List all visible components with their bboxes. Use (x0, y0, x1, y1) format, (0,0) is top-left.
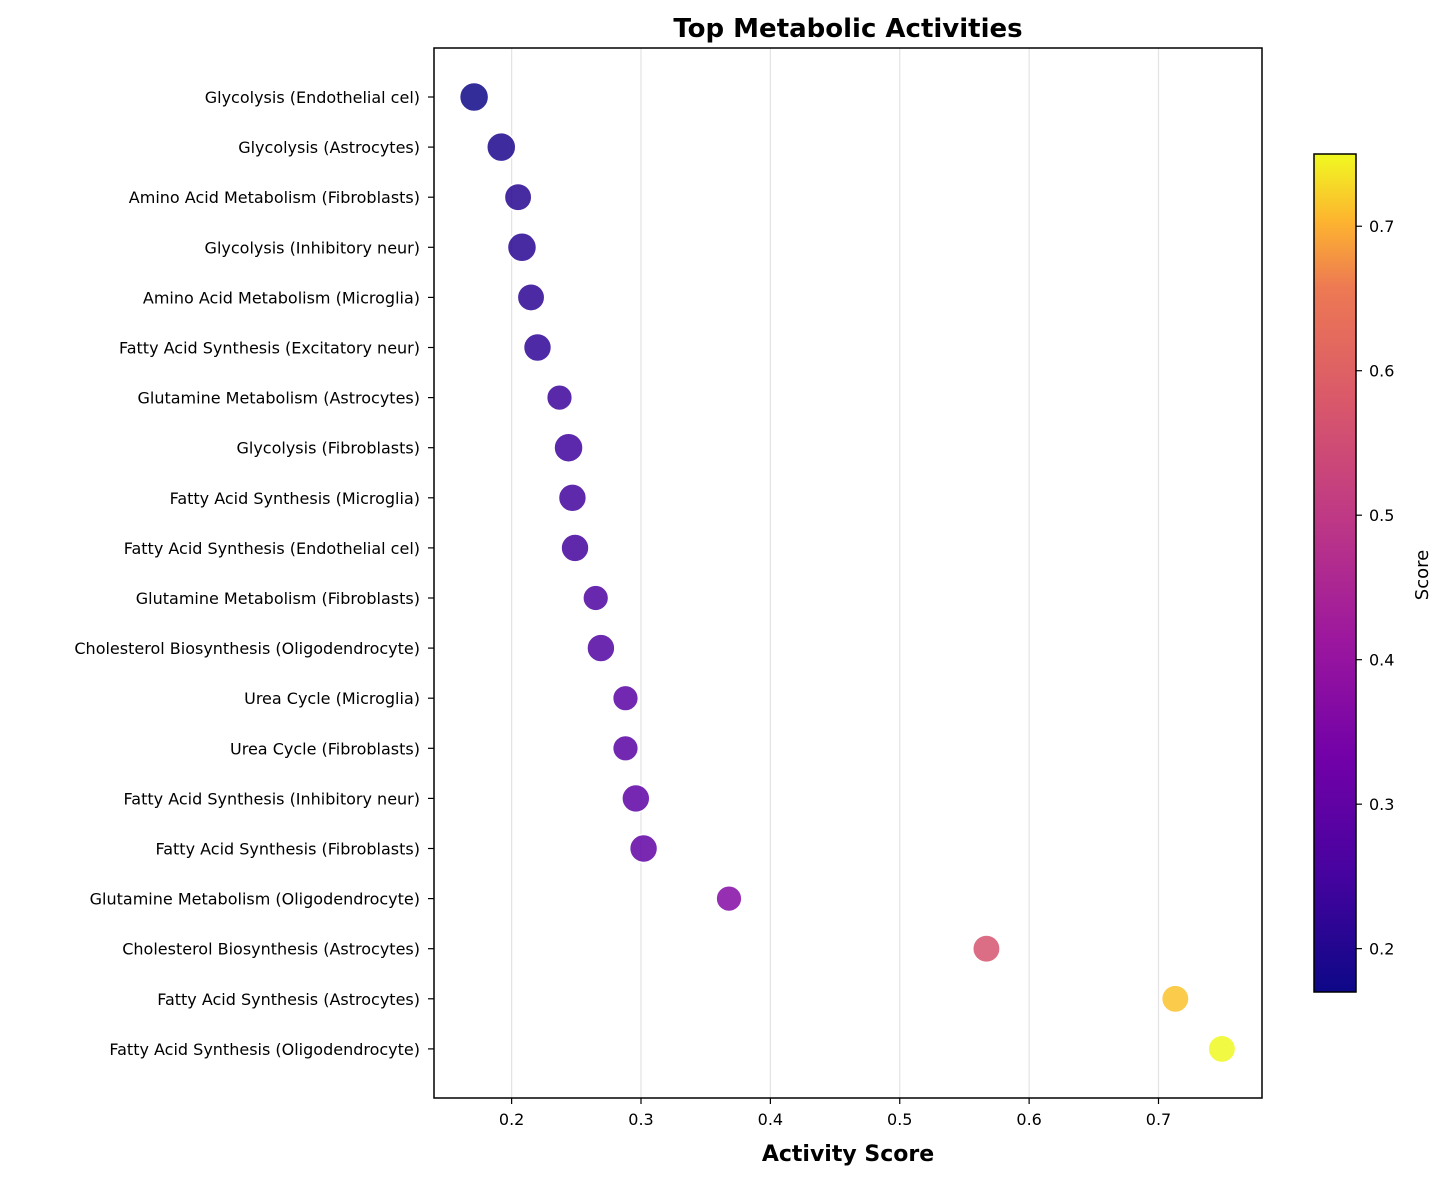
colorbar-label: Score (1412, 550, 1433, 600)
colorbar-tick-label: 0.4 (1369, 651, 1394, 670)
data-points (458, 81, 1237, 1064)
data-point (560, 533, 590, 563)
y-category-label: Glycolysis (Astrocytes) (238, 138, 420, 157)
y-category-label: Glutamine Metabolism (Astrocytes) (137, 389, 420, 408)
data-point (545, 384, 574, 412)
data-point (458, 81, 490, 113)
data-point (611, 684, 640, 712)
x-tick-label: 0.2 (499, 1110, 524, 1129)
plot-area-frame (433, 47, 1263, 1099)
data-point (553, 432, 584, 463)
y-category-label: Urea Cycle (Microglia) (244, 689, 420, 708)
data-point (972, 934, 1001, 964)
data-point (715, 885, 743, 913)
y-category-label: Cholesterol Biosynthesis (Oligodendrocyt… (74, 639, 420, 658)
x-tick-label: 0.5 (887, 1110, 912, 1129)
y-category-label: Glycolysis (Inhibitory neur) (205, 238, 420, 257)
x-tick-label: 0.6 (1016, 1110, 1041, 1129)
chart-title: Top Metabolic Activities (673, 14, 1022, 44)
colorbar-ticks: 0.2 0.3 0.4 0.5 0.6 0.7 (1356, 217, 1394, 959)
y-category-label: Fatty Acid Synthesis (Oligodendrocyte) (109, 1040, 420, 1059)
data-point (516, 282, 546, 312)
y-category-label: Glutamine Metabolism (Fibroblasts) (136, 589, 420, 608)
data-point (621, 783, 651, 814)
colorbar-tick-label: 0.7 (1369, 217, 1394, 236)
y-category-label: Fatty Acid Synthesis (Astrocytes) (157, 990, 420, 1009)
y-category-labels: Glycolysis (Endothelial cel) Glycolysis (… (74, 88, 434, 1059)
colorbar-tick-label: 0.2 (1369, 940, 1394, 959)
colorbar-tick-label: 0.5 (1369, 506, 1394, 525)
data-point (1160, 984, 1190, 1014)
y-category-label: Fatty Acid Synthesis (Microglia) (170, 489, 420, 508)
y-category-label: Urea Cycle (Fibroblasts) (230, 739, 420, 758)
x-axis-ticks: 0.2 0.3 0.4 0.5 0.6 0.7 (499, 1098, 1171, 1129)
y-category-label: Fatty Acid Synthesis (Endothelial cel) (124, 539, 420, 558)
colorbar-tick-label: 0.6 (1369, 362, 1394, 381)
y-category-label: Fatty Acid Synthesis (Excitatory neur) (119, 339, 420, 358)
y-category-label: Fatty Acid Synthesis (Fibroblasts) (155, 840, 420, 859)
data-point (557, 483, 588, 513)
data-point (628, 833, 659, 864)
y-category-label: Cholesterol Biosynthesis (Astrocytes) (122, 940, 420, 959)
y-category-label: Amino Acid Metabolism (Microglia) (143, 288, 420, 307)
data-point (503, 182, 533, 212)
y-category-label: Glycolysis (Endothelial cel) (205, 88, 420, 107)
data-point (586, 633, 616, 663)
y-category-label: Glutamine Metabolism (Oligodendrocyte) (90, 890, 420, 909)
data-point (1207, 1034, 1237, 1064)
data-point (506, 232, 538, 263)
data-point (611, 734, 640, 762)
y-category-label: Fatty Acid Synthesis (Inhibitory neur) (124, 789, 420, 808)
x-tick-label: 0.4 (758, 1110, 783, 1129)
data-point (486, 131, 517, 163)
y-category-label: Glycolysis (Fibroblasts) (236, 439, 420, 458)
data-point (582, 584, 610, 612)
x-tick-label: 0.7 (1146, 1110, 1171, 1129)
colorbar-tick-label: 0.3 (1369, 795, 1394, 814)
data-point (522, 332, 553, 363)
colorbar (1313, 153, 1357, 993)
grid-lines (511, 48, 1160, 1098)
x-axis-label: Activity Score (762, 1142, 934, 1167)
x-tick-label: 0.3 (628, 1110, 653, 1129)
y-category-label: Amino Acid Metabolism (Fibroblasts) (129, 188, 420, 207)
